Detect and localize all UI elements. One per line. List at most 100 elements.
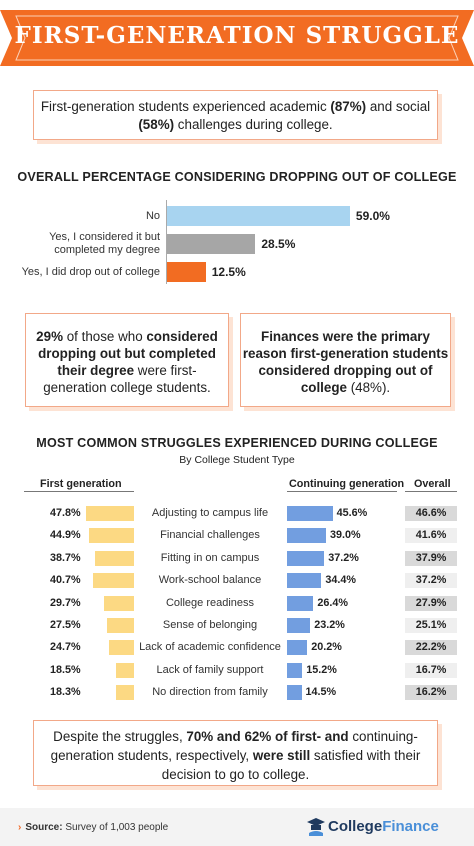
bar-category-label-line: Yes, I considered it but [49, 231, 160, 243]
overall-value: 46.6% [405, 506, 457, 521]
footer: › Source: Survey of 1,003 people CollegeF… [0, 808, 474, 846]
tip-left-bold: considered dropping out but completed th… [38, 329, 218, 378]
conclusion-bold: 70% and 62% of first- and [186, 729, 349, 744]
bar-category-label-line: Yes, I did drop out of college [21, 265, 160, 278]
first-generation-value: 38.7% [50, 551, 81, 564]
source-text: Survey of 1,003 people [62, 822, 169, 833]
bar [167, 206, 350, 226]
column-header-rule [405, 491, 457, 492]
conclusion-bold: were still [249, 748, 311, 763]
column-header-rule [24, 491, 134, 492]
tip-right-callout: Finances were the primary reason first-g… [240, 313, 451, 407]
first-generation-bar [93, 573, 134, 589]
banner-ribbon [0, 10, 474, 66]
continuing-generation-bar [287, 573, 322, 589]
intro-callout: First-generation students experienced ac… [33, 90, 438, 140]
conclusion-text: satisfied with their decision to go to c… [161, 748, 421, 782]
source-label: Source: [25, 822, 63, 833]
continuing-generation-bar [287, 506, 333, 521]
bar-value-label: 59.0% [355, 209, 390, 223]
source-note: › Source: Survey of 1,003 people [18, 822, 168, 833]
overall-value: 16.2% [405, 685, 457, 701]
continuing-generation-value: 34.4% [325, 574, 357, 587]
tip-right-text: (48%). [346, 380, 391, 395]
column-header-overall: Overall [414, 478, 451, 490]
column-header-rule [287, 491, 397, 492]
intro-academic-pct: (87%) [330, 99, 367, 114]
tip-right-bold: Finances were the primary reason first-g… [242, 329, 449, 395]
overall-value: 22.2% [405, 640, 457, 656]
page-title: First-Generation Struggle [14, 22, 460, 49]
tip-left-text: of those who [62, 329, 147, 344]
bar [167, 262, 206, 282]
first-generation-value: 24.7% [50, 641, 81, 654]
intro-social-pct: (58%) [138, 117, 175, 132]
dropout-chart: No 59.0% Yes, I considered it but completed… [0, 196, 474, 288]
bar-value-label: 28.5% [261, 237, 296, 251]
continuing-generation-bar [287, 550, 325, 566]
bar-category-label-line: completed my degree [54, 244, 160, 256]
struggle-category-label: Work-school balance [158, 574, 262, 587]
brand-finance: Finance [382, 818, 439, 835]
continuing-generation-value: 39.0% [330, 529, 361, 542]
struggle-category-label: Sense of belonging [162, 619, 258, 631]
overall-value: 27.9% [405, 595, 457, 611]
first-generation-bar [106, 618, 134, 633]
first-generation-value: 27.5% [50, 619, 81, 631]
continuing-generation-value: 20.2% [311, 641, 342, 654]
continuing-generation-bar [287, 662, 303, 678]
chart2-title: MOST COMMON STRUGGLES EXPERIENCED DURING… [36, 436, 438, 450]
conclusion-text: Despite the struggles, [53, 729, 187, 744]
struggle-category-label: College readiness [165, 596, 255, 609]
overall-value: 37.2% [405, 573, 457, 589]
chart1-axis-line [166, 200, 167, 284]
continuing-generation-bar [287, 618, 311, 633]
struggle-category-label: Lack of academic confidence [139, 641, 281, 654]
conclusion-text: continuing-generation students, respecti… [50, 729, 418, 763]
first-generation-value: 18.3% [50, 686, 81, 699]
first-generation-bar [115, 662, 134, 678]
struggle-category-label: Fitting in on campus [160, 551, 260, 564]
first-generation-value: 44.9% [50, 529, 81, 542]
chart2-subtitle: By College Student Type [179, 454, 295, 466]
bar-value-label: 12.5% [211, 265, 246, 279]
continuing-generation-value: 14.5% [305, 686, 337, 699]
struggle-category-label: Adjusting to campus life [151, 507, 269, 519]
column-header-first-generation: First generation [40, 478, 122, 490]
first-generation-bar [95, 550, 134, 566]
college-finance-logo-icon [307, 818, 325, 836]
bar [167, 234, 256, 254]
tip-left-text: were first-generation college students. [43, 363, 211, 395]
continuing-generation-bar [287, 595, 314, 611]
struggles-chart: First generation Continuing generation Ove… [0, 474, 474, 709]
overall-value: 37.9% [405, 550, 457, 566]
bar-category-label: Yes, I considered it but completed my deg… [10, 231, 160, 257]
continuing-generation-value: 15.2% [306, 663, 337, 676]
column-header-continuing-generation: Continuing generation [289, 478, 405, 490]
brand-college: College [328, 818, 383, 835]
chevron-right-icon: › [18, 822, 22, 833]
intro-text: First-generation students experienced ac… [40, 99, 331, 114]
intro-text: challenges during college. [174, 117, 333, 132]
brand-logo[interactable]: CollegeFinance [328, 818, 439, 835]
tip-left-pct: 29% [36, 329, 63, 344]
title-banner: First-Generation Struggle [0, 0, 474, 76]
bar-category-label-line: No [145, 209, 160, 222]
continuing-generation-bar [287, 528, 326, 544]
continuing-generation-value: 23.2% [314, 619, 345, 631]
first-generation-bar [115, 685, 134, 701]
continuing-generation-value: 45.6% [336, 507, 368, 519]
struggle-category-label: No direction from family [152, 686, 268, 699]
first-generation-value: 47.8% [50, 507, 81, 519]
intro-text: and social [366, 99, 431, 114]
struggle-category-label: Lack of family support [156, 663, 264, 676]
first-generation-value: 18.5% [50, 663, 81, 676]
conclusion-callout: Despite the struggles, 70% and 62% of fi… [33, 720, 438, 786]
first-generation-bar [86, 506, 134, 521]
continuing-generation-bar [287, 640, 308, 656]
bar-category-label: Yes, I did drop out of college [10, 266, 160, 279]
overall-value: 25.1% [405, 618, 457, 633]
first-generation-value: 29.7% [50, 596, 81, 609]
overall-value: 41.6% [405, 528, 457, 544]
